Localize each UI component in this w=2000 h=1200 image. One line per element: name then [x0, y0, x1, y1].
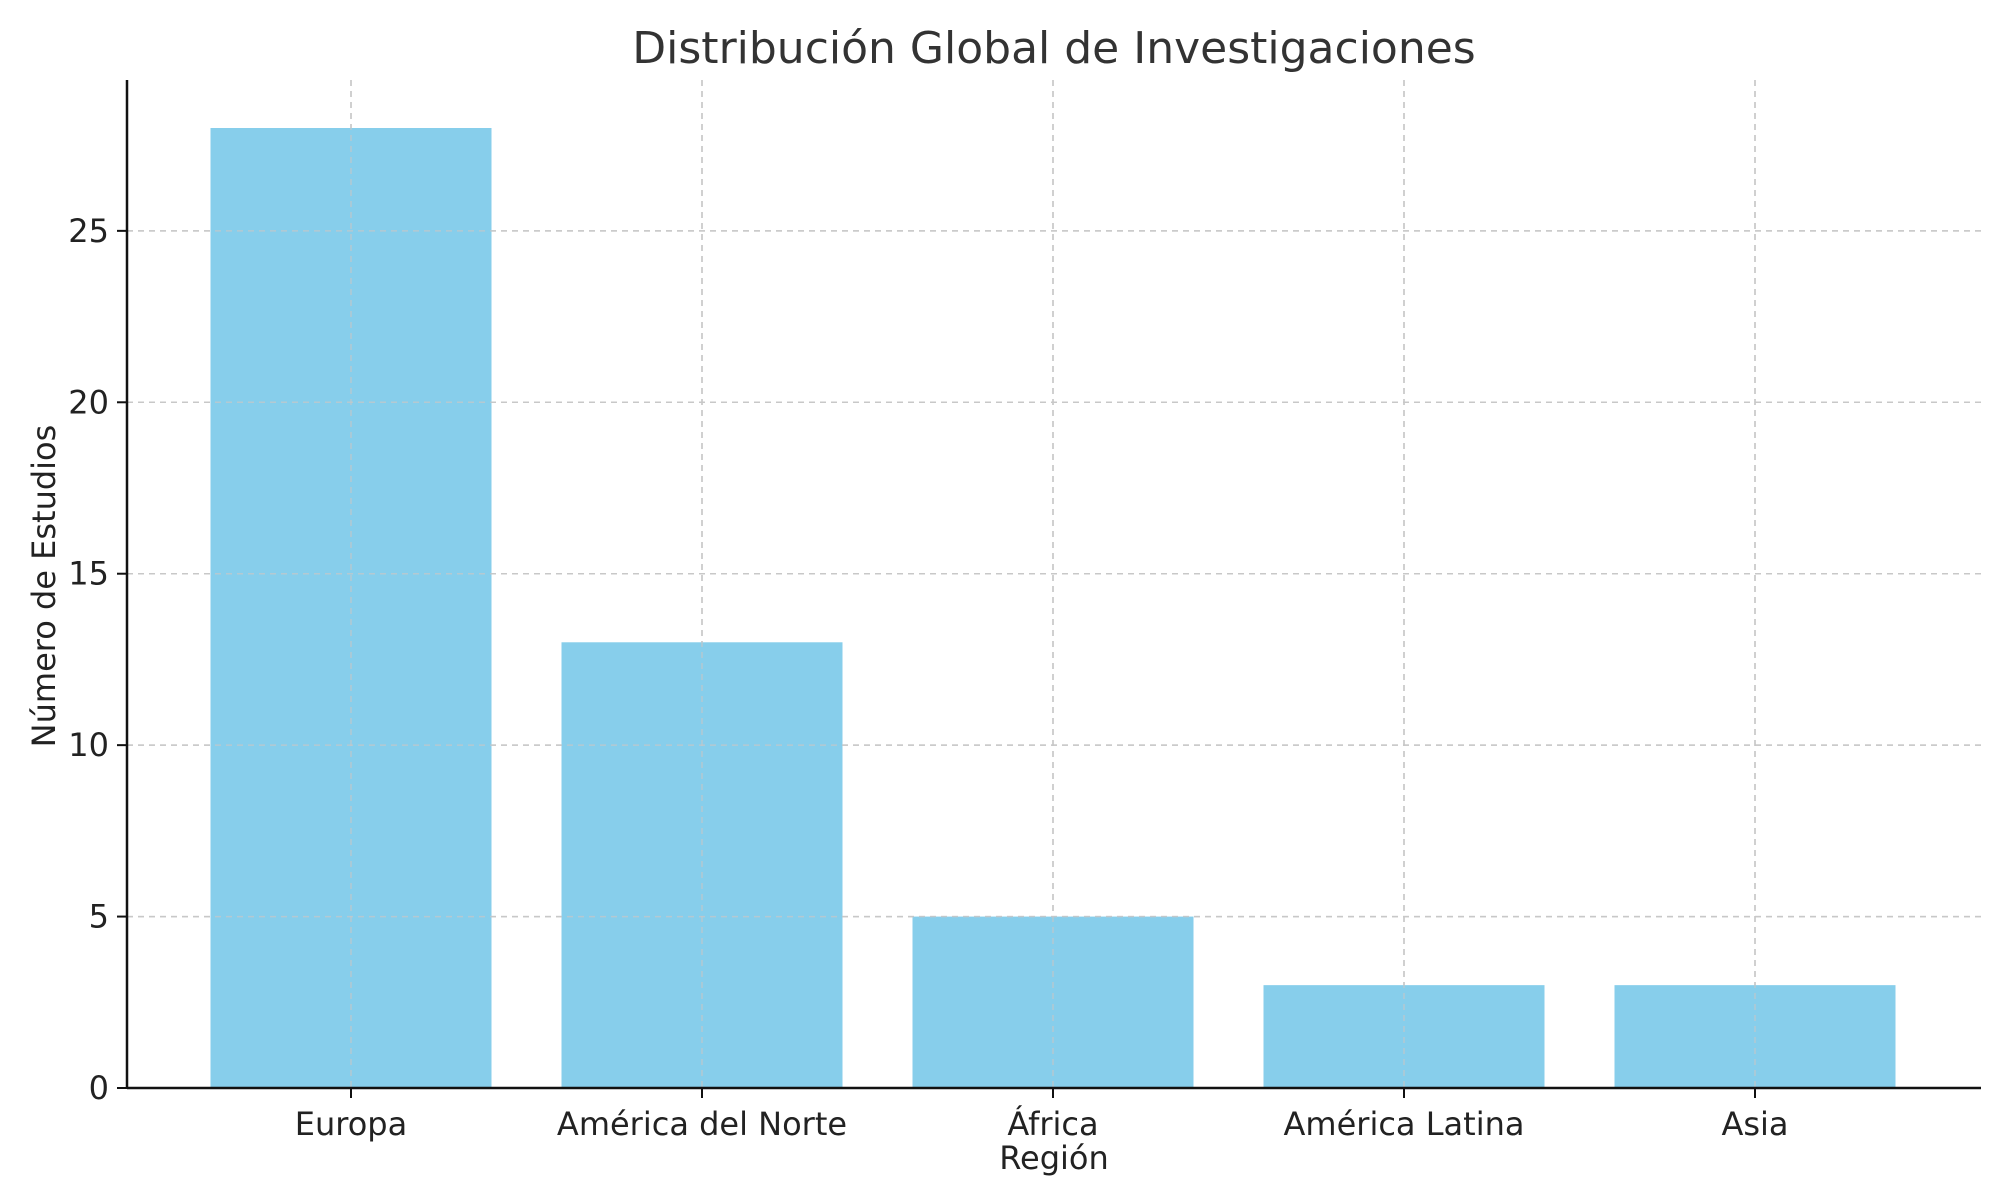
ticks-layer: 0 5 10 15 20 25 Europa América del Norte África A… [68, 212, 1788, 1143]
y-tick-label: 0 [89, 1069, 109, 1107]
y-tick-label: 25 [68, 212, 109, 250]
y-tick-label: 20 [68, 383, 109, 421]
x-tick-label: África [1007, 1105, 1098, 1143]
y-tick-label: 10 [68, 726, 109, 764]
y-tick-label: 5 [89, 898, 109, 936]
y-axis-label: Número de Estudios [25, 425, 63, 748]
x-tick-label: Asia [1721, 1105, 1788, 1143]
bars-layer [127, 80, 1981, 1088]
y-tick-label: 15 [68, 555, 109, 593]
x-tick-label: América del Norte [557, 1105, 847, 1143]
x-tick-label: Europa [295, 1105, 407, 1143]
chart-title: Distribución Global de Investigaciones [632, 23, 1475, 74]
x-tick-label: América Latina [1284, 1105, 1525, 1143]
x-axis-label: Región [999, 1139, 1109, 1177]
